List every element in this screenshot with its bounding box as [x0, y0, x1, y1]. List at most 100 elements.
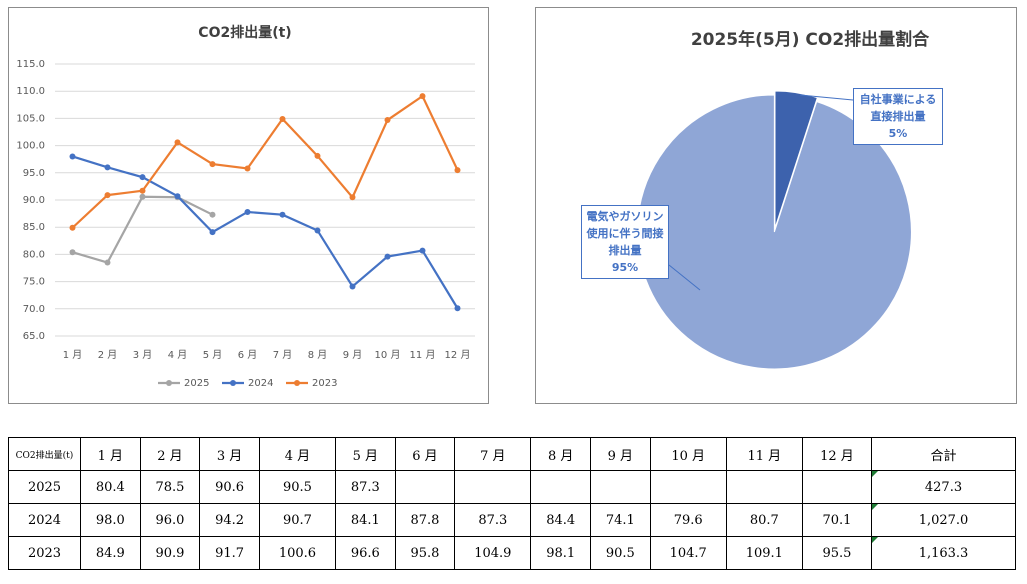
table-cell: 84.9: [80, 536, 141, 570]
series-line: [72, 195, 213, 264]
pie-label-value: 5%: [888, 127, 908, 140]
table-cell: 5 月: [335, 437, 396, 471]
point: [244, 208, 251, 215]
table-cell: 95.8: [394, 536, 456, 570]
point: [174, 139, 181, 146]
table-cell: 2 月: [139, 437, 201, 471]
point: [174, 193, 181, 200]
x-tick-label: 10 月: [375, 349, 401, 361]
y-tick-label: 95.0: [23, 168, 45, 179]
point: [314, 152, 321, 159]
point: [69, 249, 76, 256]
y-tick-label: 90.0: [23, 195, 45, 206]
point: [139, 187, 146, 194]
table-cell: 1,027.0: [871, 503, 1016, 537]
table-cell: 78.5: [139, 470, 201, 504]
table-cell: 4 月: [258, 437, 337, 471]
point: [209, 229, 216, 236]
pie-label-text: 自社事業による直接排出量: [859, 93, 937, 123]
point: [209, 211, 216, 218]
point: [454, 305, 461, 312]
pie-title: 2025年(5月) CO2排出量割合: [691, 29, 930, 50]
point: [419, 247, 426, 254]
point: [454, 167, 461, 174]
legend-label: 2023: [312, 378, 337, 389]
table-cell: [801, 470, 873, 504]
table-cell: 90.5: [590, 536, 651, 570]
table-cell: 90.5: [258, 470, 337, 504]
x-tick-label: 3 月: [133, 349, 153, 361]
point: [384, 253, 391, 260]
table-cell: 1 月: [80, 437, 141, 471]
table-cell: 1,163.3: [871, 536, 1016, 570]
table-cell: 104.7: [649, 536, 727, 570]
table-cell: 427.3: [871, 470, 1016, 504]
table-cell: 90.9: [139, 536, 201, 570]
x-tick-label: 5 月: [203, 349, 223, 361]
table-cell: 79.6: [649, 503, 727, 537]
table-cell: 70.1: [801, 503, 873, 537]
table-cell: 94.2: [199, 503, 260, 537]
point: [279, 115, 286, 122]
y-tick-label: 75.0: [23, 277, 45, 288]
table-cell: [590, 470, 651, 504]
leader-line: [799, 94, 854, 101]
legend-swatch: [166, 380, 172, 386]
point: [349, 194, 356, 201]
y-tick-label: 115.0: [16, 59, 45, 70]
table-cell: 104.9: [454, 536, 532, 570]
pie-label-value: 95%: [611, 261, 639, 274]
point: [104, 164, 111, 171]
table-cell: 6 月: [394, 437, 456, 471]
x-tick-label: 4 月: [168, 349, 188, 361]
table-cell: 3 月: [199, 437, 260, 471]
table-cell: 12 月: [801, 437, 873, 471]
y-tick-label: 100.0: [16, 141, 45, 152]
pie-label: 自社事業による直接排出量 5%: [853, 88, 943, 145]
line-title: CO2排出量(t): [198, 24, 291, 41]
line-panel: [8, 7, 489, 404]
x-tick-label: 11 月: [410, 349, 436, 361]
table-cell: 8 月: [530, 437, 592, 471]
point: [419, 93, 426, 100]
table-cell: 74.1: [590, 503, 651, 537]
y-tick-label: 65.0: [23, 331, 45, 342]
table-cell: 2024: [8, 503, 81, 537]
point: [314, 227, 321, 234]
table-cell: 87.3: [335, 470, 396, 504]
charts: CO2排出量(t) 2025年(5月) CO2排出量割合 65.0 70.0 75.…: [16, 24, 930, 389]
point: [69, 224, 76, 231]
point: [139, 174, 146, 181]
table-cell: 90.7: [258, 503, 337, 537]
table-cell: 90.6: [199, 470, 260, 504]
y-tick-label: 80.0: [23, 249, 45, 260]
table-cell: 100.6: [258, 536, 337, 570]
pie-label: 電気やガソリン使用に伴う間接排出量 95%: [581, 205, 669, 279]
legend-swatch: [294, 380, 300, 386]
point: [69, 153, 76, 160]
pie-slice: [636, 94, 912, 370]
table-cell: 87.8: [394, 503, 456, 537]
y-tick-label: 85.0: [23, 222, 45, 233]
table-cell: 96.6: [335, 536, 396, 570]
table-cell: 11 月: [725, 437, 803, 471]
table-cell: 98.0: [80, 503, 141, 537]
leader-line: [668, 264, 701, 291]
x-tick-label: 6 月: [238, 349, 258, 361]
point: [139, 193, 146, 200]
table-cell: 87.3: [454, 503, 532, 537]
series-line: [71, 94, 459, 229]
table-cell: [454, 470, 532, 504]
table-cell: 10 月: [649, 437, 727, 471]
table-cell: 80.4: [80, 470, 141, 504]
table-row: 2024 98.0 96.0 94.2 90.7 84.1 87.8 87.3 84.4 74.1…: [8, 503, 1016, 537]
point: [349, 283, 356, 290]
table-cell: 95.5: [801, 536, 873, 570]
series-line: [72, 155, 459, 309]
table-cell: 84.4: [530, 503, 592, 537]
x-tick-label: 8 月: [308, 349, 328, 361]
table-cell: CO2排出量(t): [8, 437, 81, 471]
